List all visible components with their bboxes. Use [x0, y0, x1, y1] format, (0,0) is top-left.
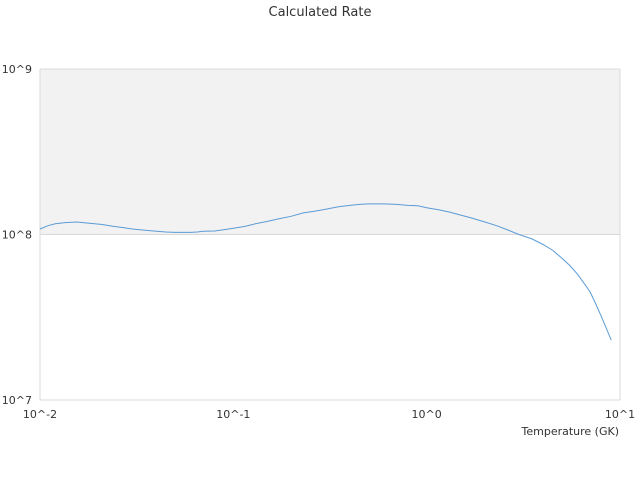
series-line — [39, 203, 612, 341]
y-tick-label: 10^7 — [2, 394, 32, 407]
y-tick-label: 10^9 — [2, 63, 32, 76]
x-tick-label: 10^-1 — [216, 408, 250, 421]
x-tick-label: 10^0 — [412, 408, 442, 421]
y-tick-label: 10^8 — [2, 229, 32, 242]
x-axis-label: Temperature (GK) — [521, 425, 620, 438]
x-tick-label: 10^-2 — [23, 408, 57, 421]
shaded-band — [40, 69, 620, 235]
chart-title: Calculated Rate — [269, 5, 372, 20]
x-tick-label: 10^1 — [605, 408, 635, 421]
